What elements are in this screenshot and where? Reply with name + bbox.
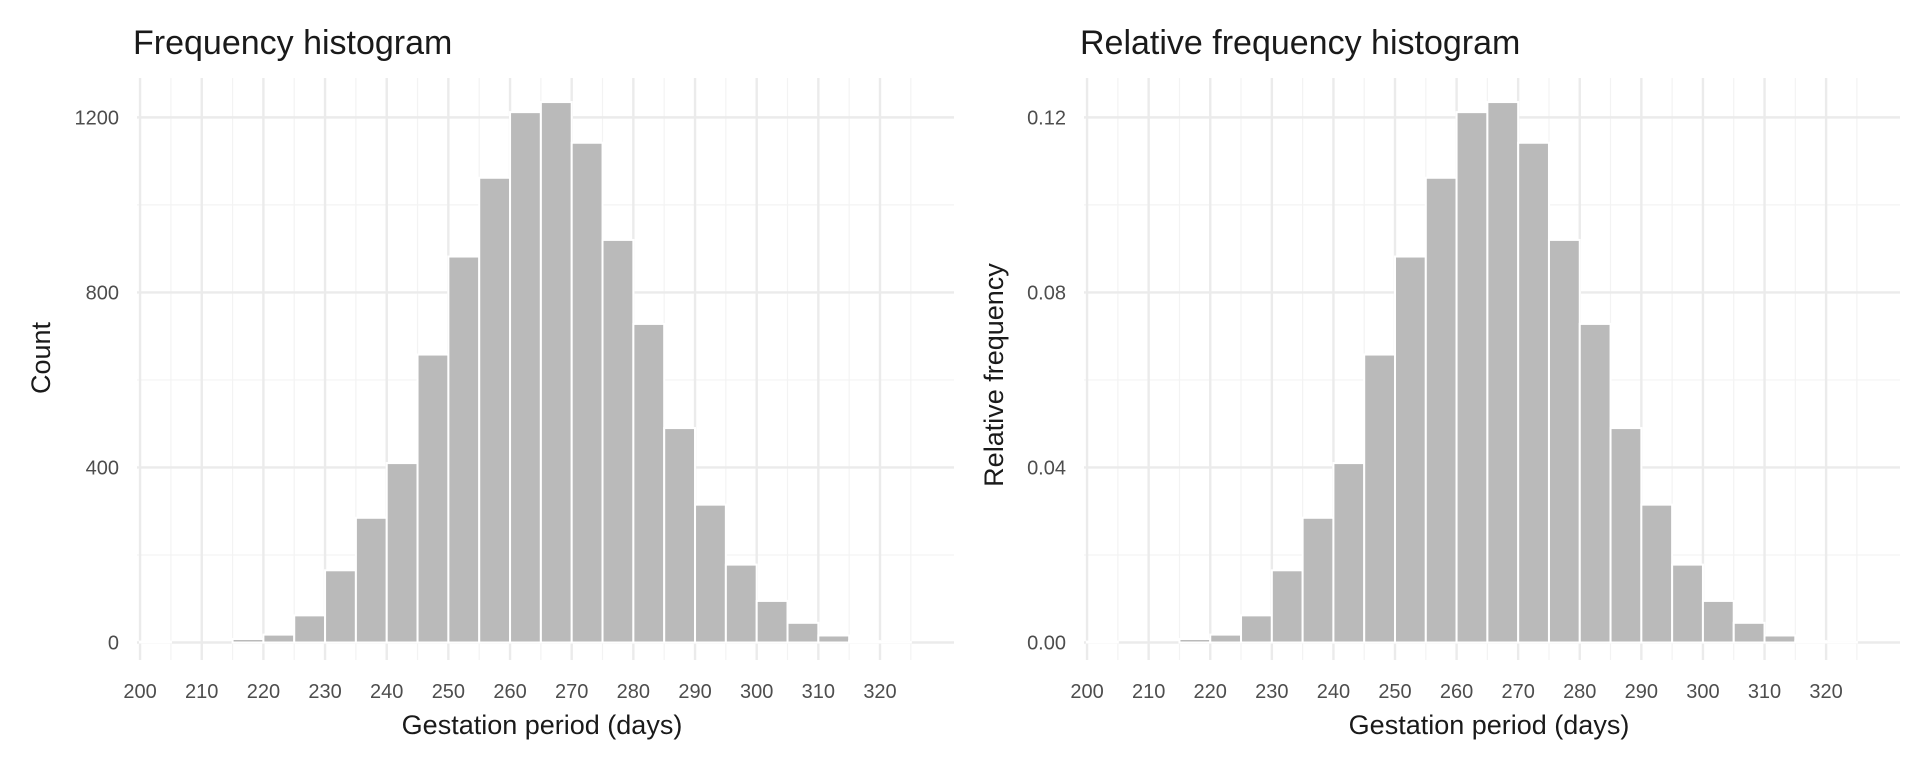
frequency-histogram-panel: Frequency histogram Count Gestation peri… <box>26 24 954 740</box>
y-tick-label: 800 <box>86 282 119 304</box>
histogram-bar <box>1455 111 1489 644</box>
histogram-bar <box>416 353 450 644</box>
histogram-bar <box>632 322 666 644</box>
histogram-bar <box>1394 255 1427 644</box>
histogram-bar <box>601 238 635 644</box>
histogram-bar <box>1486 101 1520 644</box>
histogram-bar <box>1578 322 1612 644</box>
chart-title: Frequency histogram <box>133 24 452 62</box>
x-tick-label: 280 <box>617 681 650 703</box>
histogram-bar <box>324 569 357 644</box>
x-tick-label: 310 <box>802 681 835 703</box>
chart-title: Relative frequency histogram <box>1080 24 1520 62</box>
x-tick-label: 270 <box>555 681 588 703</box>
x-tick-label: 240 <box>370 681 403 703</box>
histogram-bar <box>478 176 512 644</box>
y-axis-title: Relative frequency <box>979 263 1009 487</box>
y-tick-labels: 0 400 800 1200 <box>75 107 120 654</box>
histogram-bar <box>1424 176 1458 644</box>
histogram-bar <box>786 621 820 644</box>
x-tick-label: 240 <box>1317 681 1350 703</box>
x-tick-labels: 200 210 220 230 240 250 260 270 280 290 300 310 320 <box>1070 681 1842 703</box>
histogram-bar <box>724 563 758 644</box>
x-tick-label: 230 <box>308 681 341 703</box>
histogram-bar <box>1517 141 1550 644</box>
histogram-bar <box>1332 462 1366 644</box>
histogram-bar <box>1763 634 1797 644</box>
x-tick-label: 300 <box>1686 681 1719 703</box>
y-tick-label: 0.12 <box>1027 107 1066 129</box>
x-tick-label: 220 <box>247 681 280 703</box>
x-tick-label: 310 <box>1748 681 1781 703</box>
histogram-bar <box>1270 569 1304 644</box>
y-axis-title: Count <box>26 321 56 394</box>
x-tick-label: 250 <box>432 681 465 703</box>
y-tick-label: 0.04 <box>1027 457 1066 479</box>
histogram-bar <box>1640 503 1674 644</box>
histogram-bar <box>262 633 296 644</box>
y-tick-label: 0.08 <box>1027 282 1066 304</box>
histogram-bar <box>447 255 481 644</box>
histogram-bar <box>1547 238 1581 644</box>
histogram-bar <box>848 640 882 644</box>
histogram-bar <box>755 599 789 644</box>
x-tick-label: 210 <box>185 681 218 703</box>
x-axis-title: Gestation period (days) <box>402 710 683 740</box>
x-tick-label: 270 <box>1501 681 1534 703</box>
histogram-bar <box>1363 353 1397 644</box>
histogram-bar <box>1240 614 1273 644</box>
x-tick-label: 220 <box>1194 681 1227 703</box>
histogram-bar <box>293 614 327 644</box>
relative-frequency-histogram-panel: Relative frequency histogram Relative fr… <box>979 24 1900 740</box>
histogram-bar <box>694 503 727 644</box>
bars <box>139 101 912 644</box>
x-tick-label: 290 <box>678 681 711 703</box>
x-tick-label: 260 <box>1440 681 1473 703</box>
y-tick-label: 0 <box>108 632 119 654</box>
x-tick-label: 210 <box>1132 681 1165 703</box>
histogram-bar <box>570 141 604 644</box>
histogram-bar <box>1178 637 1212 644</box>
x-tick-label: 300 <box>740 681 773 703</box>
x-tick-label: 280 <box>1563 681 1596 703</box>
histogram-bar <box>1301 516 1335 644</box>
y-tick-label: 400 <box>86 457 119 479</box>
x-tick-label: 250 <box>1378 681 1411 703</box>
histogram-bar <box>663 427 697 644</box>
y-tick-labels: 0.00 0.04 0.08 0.12 <box>1027 107 1066 654</box>
histogram-bar <box>817 634 851 644</box>
x-tick-label: 290 <box>1625 681 1658 703</box>
y-tick-label: 1200 <box>75 107 120 129</box>
x-tick-label: 230 <box>1255 681 1288 703</box>
x-tick-label: 200 <box>123 681 156 703</box>
histogram-bar <box>354 516 388 644</box>
x-tick-label: 260 <box>493 681 526 703</box>
x-tick-label: 200 <box>1070 681 1103 703</box>
x-tick-label: 320 <box>863 681 896 703</box>
histogram-bar <box>385 462 419 644</box>
histogram-bar <box>1209 633 1243 644</box>
histogram-bar <box>1732 621 1766 644</box>
x-axis-title: Gestation period (days) <box>1349 710 1630 740</box>
histogram-bar <box>139 640 172 644</box>
histogram-bar <box>1086 640 1119 644</box>
histogram-bar <box>1609 427 1643 644</box>
histogram-bar <box>1794 640 1828 644</box>
bars <box>1086 101 1858 644</box>
x-tick-label: 320 <box>1809 681 1842 703</box>
y-tick-label: 0.00 <box>1027 632 1066 654</box>
histogram-bar <box>509 111 542 644</box>
histogram-bar <box>231 637 265 644</box>
histogram-bar <box>1701 599 1735 644</box>
histogram-bar <box>539 101 573 644</box>
histogram-bar <box>1671 563 1704 644</box>
x-tick-labels: 200 210 220 230 240 250 260 270 280 290 300 310 320 <box>123 681 896 703</box>
